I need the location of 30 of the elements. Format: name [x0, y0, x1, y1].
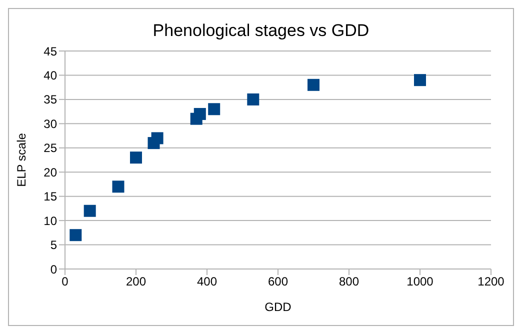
y-tick-label: 0 — [50, 262, 58, 276]
y-tick-label: 40 — [44, 68, 58, 82]
point — [151, 132, 164, 144]
x-tick-label: 800 — [338, 274, 360, 289]
point — [194, 108, 206, 120]
point — [84, 204, 96, 217]
x-tick-label: 1000 — [406, 274, 434, 289]
y-tick-label: 20 — [44, 165, 58, 180]
point — [70, 229, 82, 242]
x-tick-label: 600 — [268, 274, 288, 289]
y-tick-label: 10 — [44, 214, 58, 228]
point — [112, 180, 124, 193]
x-tick-label: 200 — [126, 274, 146, 289]
point — [208, 103, 220, 116]
point — [130, 152, 142, 164]
x-axis-title: GDD — [264, 300, 292, 314]
point — [414, 74, 426, 86]
y-axis-title: ELP scale — [14, 132, 28, 187]
point — [308, 78, 320, 91]
y-tick-label: 15 — [44, 190, 58, 204]
x-tick-label: 400 — [196, 274, 218, 289]
x-tick-label: 1200 — [478, 274, 505, 289]
y-tick-label: 5 — [50, 238, 58, 252]
y-tick-label: 45 — [44, 44, 58, 58]
chart-title: Phenological stages vs GDD — [152, 21, 370, 42]
y-tick-label: 30 — [44, 116, 58, 131]
y-tick-label: 35 — [44, 92, 58, 107]
y-tick-label: 25 — [44, 141, 58, 156]
point — [247, 93, 260, 106]
x-tick-label: 0 — [62, 274, 69, 289]
